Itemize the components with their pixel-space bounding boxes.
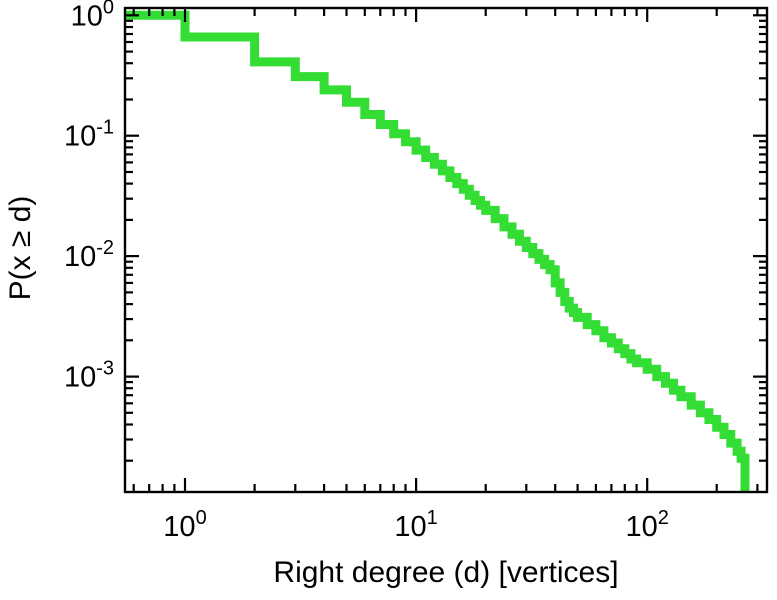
x-axis-label: Right degree (d) [vertices] — [273, 556, 618, 589]
series-group — [125, 10, 750, 492]
y-tick-label: 100 — [71, 0, 114, 32]
x-tick-label: 101 — [394, 507, 437, 543]
tick-labels-group: 100 101 102 100 10-1 10-2 10-3 — [64, 0, 669, 543]
x-tick-label: 102 — [626, 507, 669, 543]
y-tick-label: 10-3 — [64, 358, 114, 394]
plot-frame — [123, 6, 769, 494]
ticks-group — [125, 8, 767, 492]
x-tick-label: 100 — [163, 507, 206, 543]
y-tick-label: 10-2 — [64, 237, 114, 273]
ccdf-step-line — [125, 10, 750, 492]
plot-area — [125, 8, 767, 492]
y-tick-label: 10-1 — [64, 117, 114, 153]
y-axis-label: P(x ≥ d) — [4, 196, 37, 301]
